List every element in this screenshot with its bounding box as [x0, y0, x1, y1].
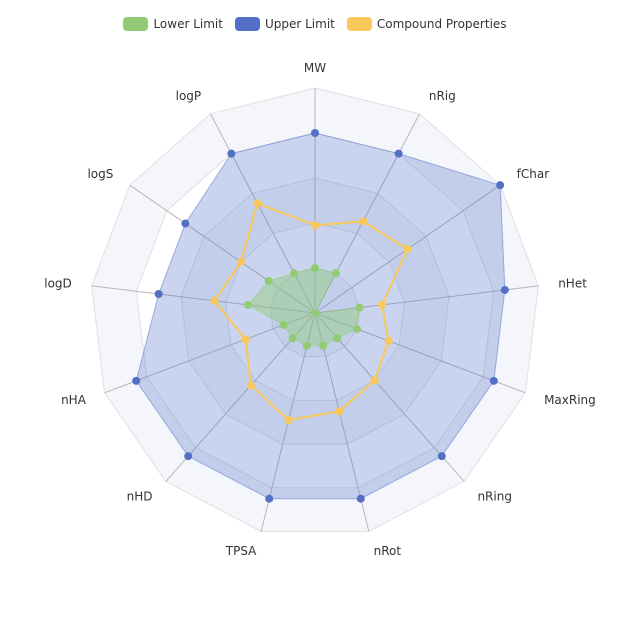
data-point-compound-properties-nHet [378, 300, 387, 309]
data-point-compound-properties-nHA [241, 335, 250, 344]
data-point-upper-limit-logD [154, 290, 163, 299]
data-point-lower-limit-fChar [311, 309, 319, 317]
series-upper-limit [132, 129, 509, 503]
data-point-compound-properties-fChar [403, 245, 412, 254]
axis-spoke-logS [129, 184, 316, 314]
data-point-lower-limit-nHet [355, 303, 364, 312]
data-point-compound-properties-MaxRing [384, 336, 393, 345]
grid-ring-3 [180, 177, 450, 445]
legend-swatch-lower-limit [123, 17, 149, 31]
legend-label-lower-limit: Lower Limit [153, 17, 223, 31]
data-point-upper-limit-logS [181, 219, 190, 228]
axis-label-MaxRing: MaxRing [544, 393, 596, 407]
grid-ring-1 [269, 267, 361, 358]
axis-label-TPSA: TPSA [225, 544, 257, 558]
axis-label-logD: logD [44, 276, 72, 290]
data-point-upper-limit-MW [311, 129, 319, 137]
axis-spoke-logD [91, 285, 316, 314]
axis-label-fChar: fChar [517, 167, 550, 181]
axis-label-MW: MW [304, 61, 326, 75]
data-point-lower-limit-logP [290, 269, 299, 278]
data-point-upper-limit-logP [227, 149, 236, 158]
data-point-upper-limit-nRing [437, 452, 446, 461]
legend-item-lower-limit[interactable]: Lower Limit [123, 17, 223, 31]
legend: Lower Limit Upper Limit Compound Propertie… [0, 14, 630, 34]
data-point-compound-properties-MW [311, 221, 319, 230]
grid-ring-2 [225, 222, 405, 401]
data-point-upper-limit-TPSA [265, 494, 274, 503]
data-point-lower-limit-logS [264, 277, 273, 286]
data-point-upper-limit-nHet [500, 285, 509, 294]
series-area-upper-limit [135, 132, 506, 500]
data-point-upper-limit-nRig [394, 149, 403, 158]
grid-ring-4 [135, 132, 495, 489]
axis-spoke-logP [209, 113, 316, 314]
series-area-lower-limit [247, 267, 361, 347]
data-point-lower-limit-TPSA [302, 341, 311, 350]
legend-label-upper-limit: Upper Limit [264, 17, 335, 31]
axis-label-nHA: nHA [61, 393, 87, 407]
legend-label-compound-properties: Compound Properties [376, 17, 507, 31]
legend-item-compound-properties[interactable]: Compound Properties [346, 17, 507, 31]
axis-label-nRot: nRot [374, 544, 402, 558]
axis-label-nRing: nRing [477, 489, 512, 503]
legend-swatch-upper-limit [234, 17, 260, 31]
axis-label-nHD: nHD [127, 489, 153, 503]
data-point-upper-limit-fChar [496, 181, 505, 190]
data-point-lower-limit-logD [243, 300, 252, 309]
data-point-lower-limit-nHA [279, 320, 288, 329]
data-point-upper-limit-nRot [356, 494, 365, 503]
data-point-compound-properties-logP [253, 199, 262, 208]
data-point-lower-limit-nRing [333, 334, 342, 343]
axis-label-logP: logP [176, 89, 202, 103]
data-point-compound-properties-nRig [359, 217, 368, 226]
data-point-upper-limit-nHD [184, 452, 193, 461]
data-point-compound-properties-logD [210, 296, 219, 305]
grid-ring-5 [91, 87, 539, 532]
data-point-lower-limit-nRot [319, 341, 328, 350]
data-point-compound-properties-TPSA [284, 416, 293, 425]
axis-label-nRig: nRig [429, 89, 456, 103]
data-point-compound-properties-nRing [370, 376, 379, 385]
series-compound-properties [210, 199, 412, 425]
series-area-compound-properties [213, 202, 409, 422]
data-point-upper-limit-nHA [132, 376, 141, 385]
data-point-lower-limit-MW [311, 264, 319, 272]
axis-label-logS: logS [87, 167, 113, 181]
data-point-lower-limit-nRig [331, 269, 340, 278]
data-point-compound-properties-nRot [335, 407, 344, 416]
data-point-compound-properties-logS [236, 257, 245, 266]
data-point-lower-limit-nHD [288, 334, 297, 343]
data-point-lower-limit-MaxRing [353, 324, 362, 333]
legend-item-upper-limit[interactable]: Upper Limit [234, 17, 335, 31]
series-lower-limit [243, 264, 364, 350]
legend-swatch-compound-properties [346, 17, 372, 31]
axis-label-nHet: nHet [558, 276, 587, 290]
data-point-compound-properties-nHD [246, 381, 255, 390]
data-point-upper-limit-MaxRing [489, 376, 498, 385]
